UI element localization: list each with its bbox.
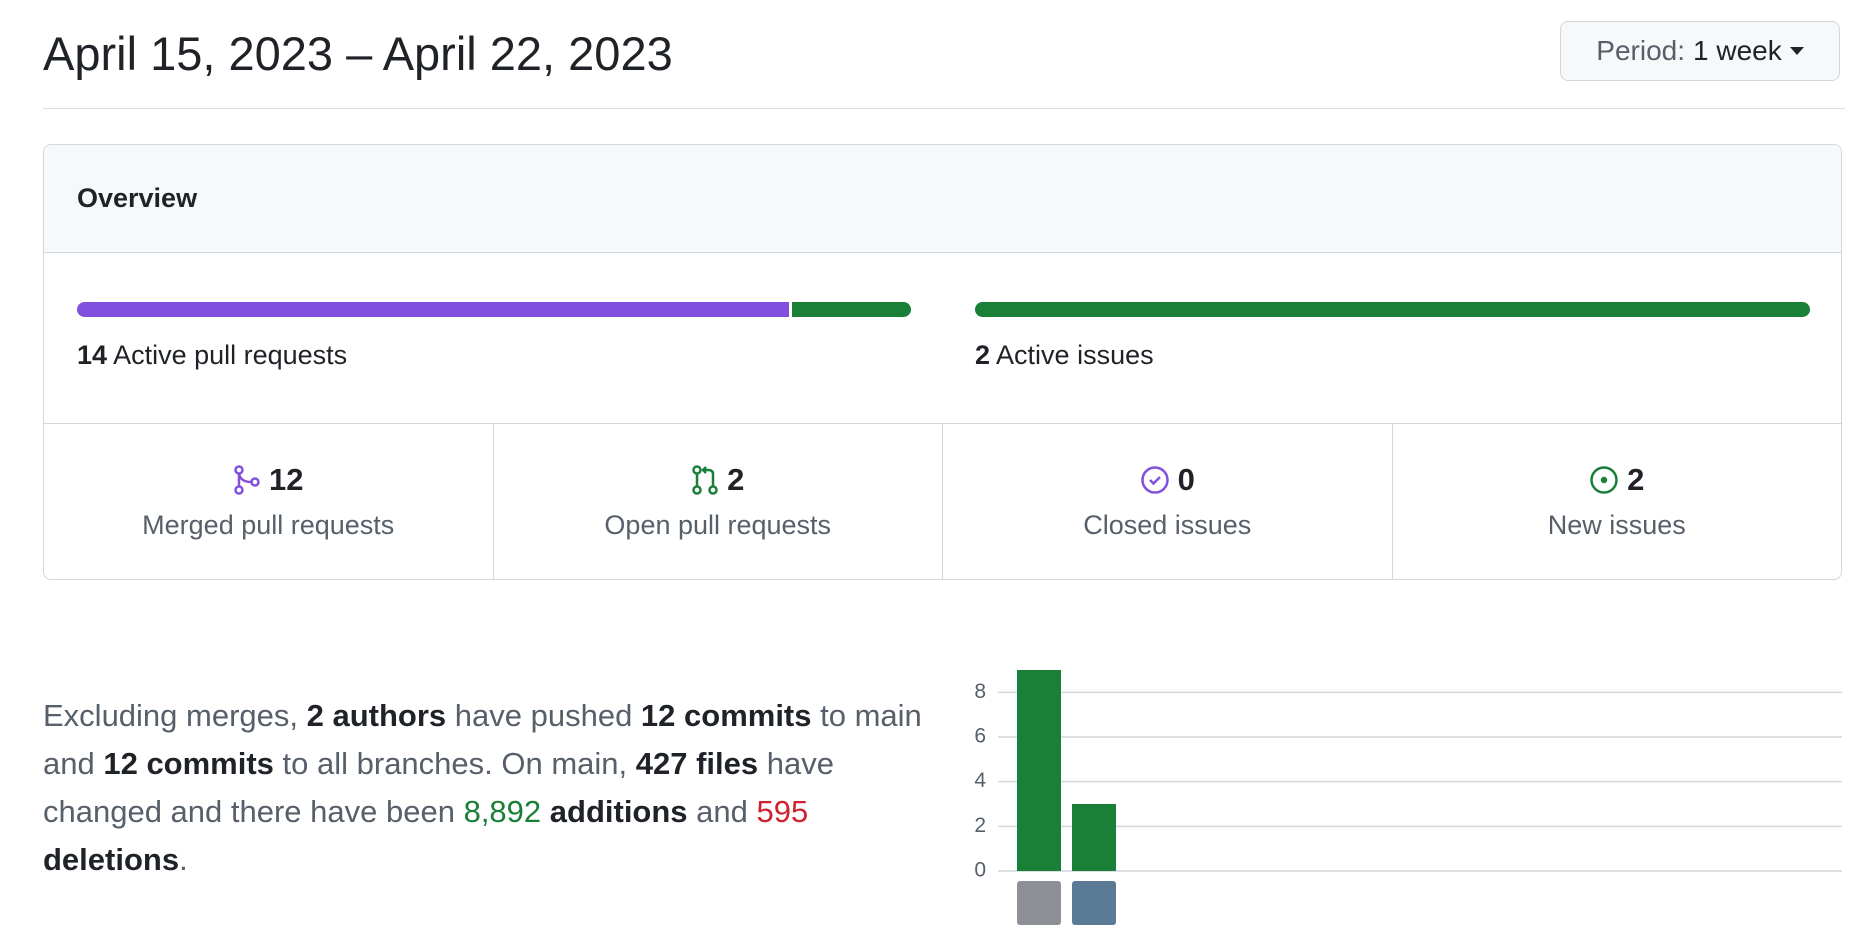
- text: 595: [756, 794, 809, 829]
- commit-chart: 0 2 4 6 8: [974, 670, 1842, 925]
- y-tick-label: 4: [974, 769, 986, 792]
- stat-value: 12: [269, 462, 304, 497]
- caret: [1789, 47, 1804, 55]
- stat-cell[interactable]: 0 Closed issues: [942, 424, 1392, 579]
- text: 8,892: [463, 794, 542, 829]
- y-tick-label: 0: [974, 859, 986, 882]
- pr-bar: [77, 302, 911, 317]
- y-tick-label: 2: [974, 814, 986, 837]
- stat-label: Closed issues: [1083, 510, 1252, 540]
- stat-label: Open pull requests: [604, 510, 832, 540]
- closed-icon: [1140, 466, 1169, 494]
- stat-cell[interactable]: 2 New issues: [1391, 424, 1842, 579]
- text: additions: [541, 794, 688, 829]
- active-prs: 14 Active pull requests: [77, 340, 347, 371]
- bar: [1072, 804, 1116, 871]
- text: Excluding merges,: [43, 698, 307, 733]
- count: 14: [77, 340, 108, 370]
- text: 427 files: [635, 746, 759, 781]
- stat-value: 0: [1177, 462, 1195, 497]
- summary: Excluding merges, 2 authors have pushed …: [43, 692, 958, 884]
- stat-label: New issues: [1547, 510, 1686, 540]
- stat-label: Merged pull requests: [142, 510, 395, 540]
- avatar: [1017, 881, 1061, 925]
- period-button[interactable]: Period: 1 week: [1560, 21, 1840, 81]
- page-title: April 15, 2023 – April 22, 2023: [43, 27, 673, 80]
- pr-icon: [692, 465, 718, 495]
- overview-title: Overview: [44, 145, 1841, 253]
- text: have changed and there have been: [43, 746, 834, 829]
- bar-segment: [975, 302, 1810, 317]
- text: to main and: [43, 698, 922, 781]
- stat-cell[interactable]: 12 Merged pull requests: [44, 424, 493, 579]
- label: Active issues: [996, 340, 1154, 370]
- merge-icon: [234, 465, 260, 495]
- text: 12 commits: [103, 746, 274, 781]
- text: deletions: [43, 842, 180, 877]
- divider: [43, 108, 1845, 109]
- label: Active pull requests: [113, 340, 348, 370]
- active-issues: 2 Active issues: [975, 340, 1154, 371]
- bar: [1017, 670, 1061, 871]
- text: 2 authors: [306, 698, 447, 733]
- overview-box: Overview 14 Active pull requests 2 Activ…: [43, 144, 1842, 580]
- text: 12 commits: [640, 698, 812, 733]
- period-value: 1 week: [1693, 35, 1782, 66]
- issue-icon: [1590, 466, 1618, 494]
- text: have pushed: [446, 698, 641, 733]
- text: to all branches. On main,: [273, 746, 636, 781]
- y-tick-label: 6: [974, 725, 986, 748]
- stat-value: 2: [727, 462, 745, 497]
- period-label: Period:: [1596, 35, 1685, 66]
- text: and: [687, 794, 757, 829]
- bar-segment: [77, 302, 790, 317]
- text: .: [179, 842, 188, 877]
- issue-bar: [975, 302, 1810, 317]
- count: 2: [975, 340, 991, 370]
- stat-cell[interactable]: 2 Open pull requests: [492, 424, 943, 579]
- y-tick-label: 8: [974, 680, 986, 703]
- stat-cells: 12 Merged pull requests 2 Open pull reques…: [44, 423, 1842, 579]
- bar-segment: [792, 302, 911, 317]
- avatar: [1072, 881, 1116, 925]
- stat-value: 2: [1627, 462, 1645, 497]
